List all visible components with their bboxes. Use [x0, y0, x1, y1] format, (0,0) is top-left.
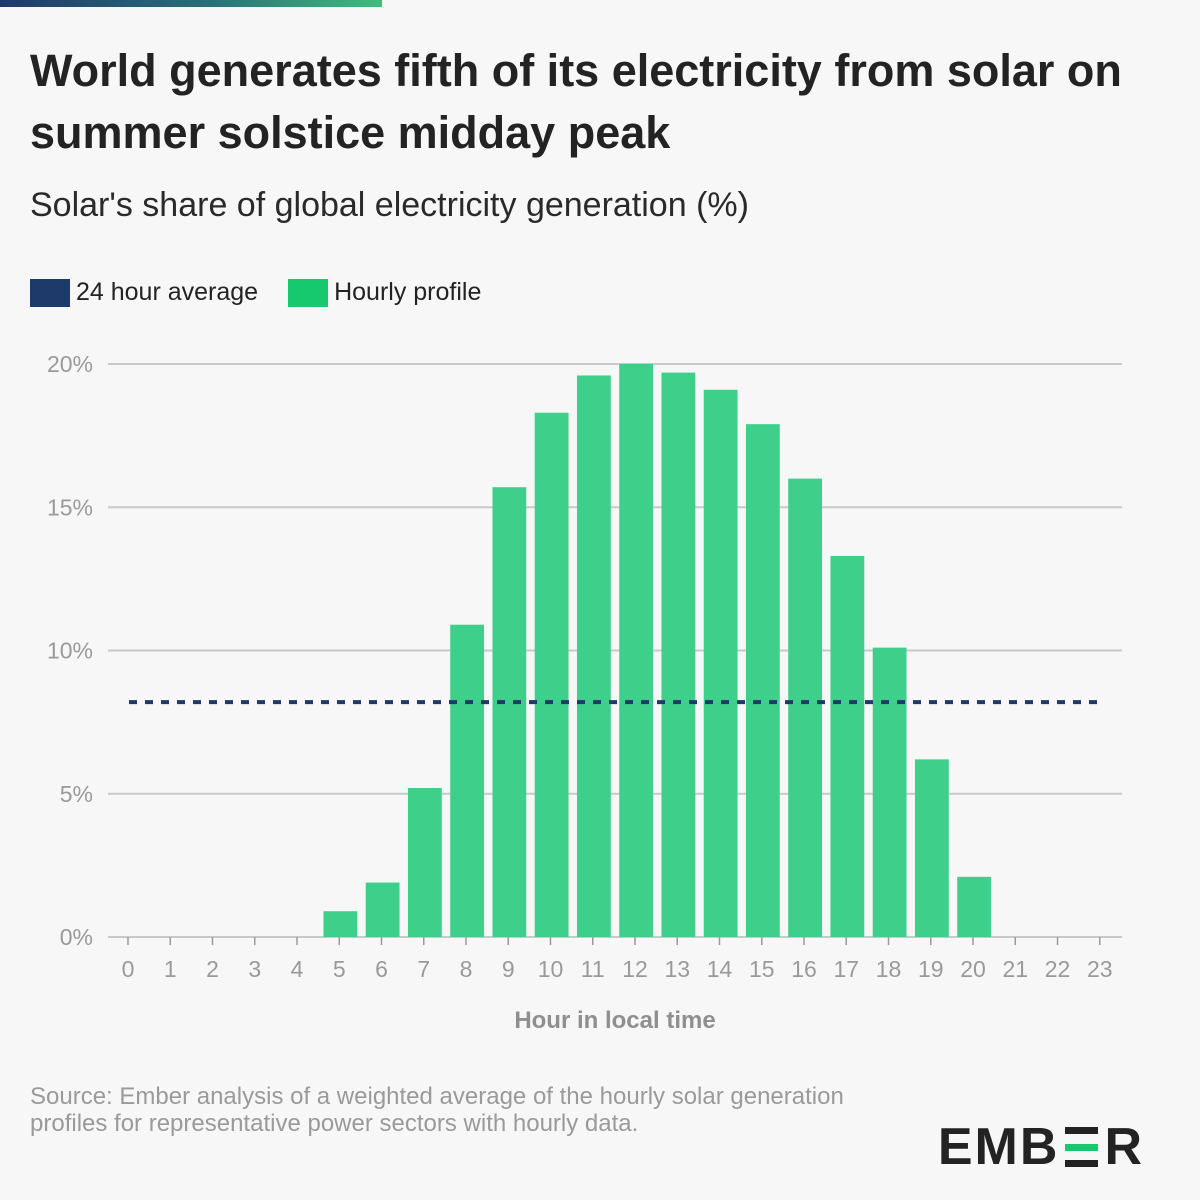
bar-hour-17 — [830, 555, 865, 937]
logo-text-right: R — [1104, 1118, 1144, 1176]
bar-hour-20 — [957, 876, 992, 937]
source-note: Source: Ember analysis of a weighted ave… — [30, 1083, 844, 1137]
bar-chart: 0%5%10%15%20%0 1 2 3 4 5 6 7 8 9 10 11 12 13 14 15 16 17 1… — [47, 351, 1122, 1034]
x-tick-label-8: 8 — [460, 956, 473, 982]
legend-item-hourly: Hourly profile — [288, 278, 481, 307]
y-tick-label-10: 10% — [47, 638, 93, 664]
bar-hour-19 — [914, 759, 949, 937]
bar-hour-16 — [788, 478, 823, 937]
x-axis-label: Hour in local time — [514, 1007, 715, 1034]
x-tick-label-11: 11 — [581, 956, 605, 982]
x-tick-label-10: 10 — [538, 956, 564, 982]
x-tick-label-0: 0 — [122, 956, 135, 982]
x-tick-label-2: 2 — [206, 956, 219, 982]
x-tick-label-13: 13 — [664, 956, 690, 982]
x-tick-label-18: 18 — [876, 956, 902, 982]
chart-title: World generates fifth of its electricity… — [30, 45, 1122, 158]
legend-item-average: 24 hour average — [30, 278, 258, 307]
bar-hour-18 — [872, 647, 907, 937]
bar-hour-11 — [576, 375, 611, 938]
bar-hour-10 — [534, 412, 569, 937]
x-tick-label-16: 16 — [791, 956, 817, 982]
legend: 24 hour average Hourly profile — [30, 278, 511, 307]
bar-hour-9 — [492, 487, 527, 937]
legend-swatch-average — [30, 278, 70, 307]
legend-label-average: 24 hour average — [76, 278, 259, 306]
logo-e-mark — [1065, 1127, 1099, 1167]
x-tick-label-5: 5 — [333, 956, 346, 982]
x-tick-label-4: 4 — [291, 956, 304, 982]
chart-subtitle: Solar's share of global electricity gene… — [30, 186, 749, 224]
ember-logo: EMB R — [938, 1117, 1144, 1177]
x-tick-label-14: 14 — [707, 956, 733, 982]
legend-label-hourly: Hourly profile — [334, 278, 482, 306]
bar-hour-15 — [745, 424, 780, 937]
bar-hour-6 — [365, 882, 400, 937]
bar-hour-7 — [407, 788, 442, 937]
x-tick-label-6: 6 — [375, 956, 388, 982]
bar-hour-14 — [703, 389, 738, 937]
y-tick-label-5: 5% — [60, 781, 93, 807]
legend-swatch-hourly — [288, 278, 329, 307]
x-tick-label-1: 1 — [164, 956, 177, 982]
x-tick-label-22: 22 — [1045, 956, 1071, 982]
y-tick-label-15: 15% — [47, 494, 93, 520]
y-tick-label-0: 0% — [60, 924, 93, 950]
x-tick-label-23: 23 — [1087, 956, 1113, 982]
x-tick-label-15: 15 — [749, 956, 775, 982]
top-accent-bar — [0, 0, 382, 7]
x-tick-label-17: 17 — [833, 956, 859, 982]
x-tick-label-7: 7 — [417, 956, 430, 982]
x-tick-label-9: 9 — [502, 956, 515, 982]
logo-text-left: EMB — [937, 1118, 1060, 1176]
x-tick-label-19: 19 — [918, 956, 944, 982]
bar-hour-8 — [450, 624, 485, 937]
x-tick-label-12: 12 — [622, 956, 648, 982]
bar-hour-5 — [323, 911, 358, 937]
x-tick-label-20: 20 — [960, 956, 986, 982]
x-tick-label-3: 3 — [248, 956, 261, 982]
bar-hour-13 — [661, 372, 696, 938]
x-tick-label-21: 21 — [1002, 956, 1028, 982]
bar-hour-12 — [619, 364, 654, 937]
y-tick-label-20: 20% — [47, 351, 93, 377]
